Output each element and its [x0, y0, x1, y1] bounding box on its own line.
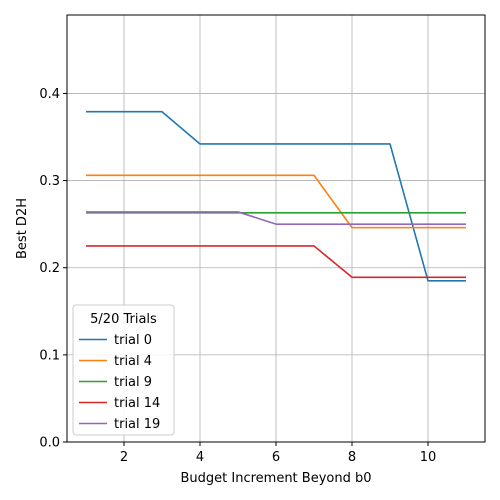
y-tick-label: 0.0 — [39, 436, 60, 451]
series-line-trial-19 — [86, 211, 466, 225]
x-axis-label: Budget Increment Beyond b0 — [180, 471, 371, 486]
series-line-trial-4 — [86, 174, 466, 229]
x-tick-label: 2 — [120, 450, 128, 465]
x-tick-label: 4 — [196, 450, 204, 465]
x-tick-label: 8 — [348, 450, 356, 465]
series-line-trial-0 — [86, 110, 466, 282]
y-tick-label: 0.3 — [39, 174, 60, 189]
legend-title: 5/20 Trials — [90, 312, 157, 327]
y-tick-label: 0.1 — [39, 348, 60, 363]
legend: 5/20 Trials trial 0 trial 4 trial 9 trial 14… — [72, 304, 175, 436]
legend-entry: trial 9 — [114, 375, 152, 390]
legend-entry: trial 14 — [114, 396, 160, 411]
x-tick-label: 6 — [272, 450, 280, 465]
y-tick-label: 0.2 — [39, 261, 60, 276]
legend-entry: trial 0 — [114, 333, 152, 348]
y-tick-label: 0.4 — [39, 87, 60, 102]
series-lines — [86, 110, 466, 282]
y-axis-label: Best D2H — [15, 198, 30, 259]
x-tick-label: 10 — [420, 450, 437, 465]
ticks: 2 4 6 8 10 0.0 0.1 0.2 0.3 0.4 — [39, 87, 436, 465]
legend-entry: trial 4 — [114, 354, 152, 369]
series-line-trial-14 — [86, 245, 466, 279]
legend-entry: trial 19 — [114, 417, 160, 432]
